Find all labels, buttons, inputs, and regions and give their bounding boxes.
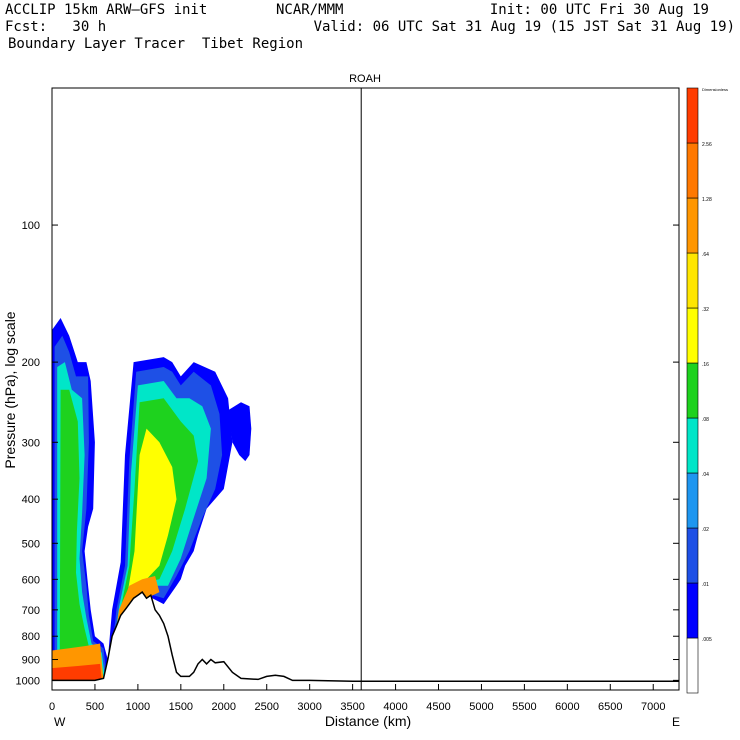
contour-region [228,402,252,462]
y-tick-label: 400 [22,494,40,506]
y-tick-label: 200 [22,357,40,369]
colorbar-swatch [686,252,699,309]
contour-region [52,663,102,681]
x-tick-label: 500 [86,701,104,713]
y-tick-label: 500 [22,538,40,550]
y-tick-label: 1000 [16,675,40,687]
x-tick-label: 6500 [598,701,622,713]
terrain-mask [52,592,679,690]
colorbar-level-label: .01 [702,582,709,588]
y-axis: 100 200 300 400 500 600 700 800 900 1000 [16,220,679,687]
colorbar-level-label: .02 [702,527,709,533]
chart-title: ROAH [349,73,381,85]
x-tick-label: 5500 [512,701,536,713]
x-tick-label: 3500 [340,701,364,713]
colorbar-swatch [686,87,699,144]
y-tick-label: 900 [22,655,40,667]
contour-region [59,389,104,681]
y-tick-label: 800 [22,631,40,643]
colorbar-swatch [686,362,699,419]
colorbar-swatch [686,142,699,199]
x-tick-label: 3000 [297,701,321,713]
y-tick-label: 600 [22,574,40,586]
colorbar: .005 .01 .02 .04 .08 .16 .32 .64 1.28 2.56 Dimensi… [686,87,728,694]
colorbar-level-label: .08 [702,417,709,423]
x-axis: 0 500 1000 1500 2000 2500 3000 3500 4000 4500 5000… [49,684,665,713]
colorbar-level-label: .16 [702,362,709,368]
y-tick-label: 100 [22,220,40,232]
colorbar-level-label: .005 [702,637,712,643]
header-valid-time: Valid: 06 UTC Sat 31 Aug 19 (15 JST Sat … [313,19,735,35]
colorbar-title: Dimensionless [702,87,728,92]
colorbar-level-label: .64 [702,252,709,258]
colorbar-level-label: 1.28 [702,197,712,203]
x-axis-label: Distance (km) [325,713,411,729]
plot-frame [51,87,680,691]
x-tick-label: 4500 [426,701,450,713]
header-model-name: ACCLIP 15km ARW–GFS init [5,2,208,18]
x-tick-label: 4000 [383,701,407,713]
colorbar-level-label: .32 [702,307,709,313]
colorbar-swatch [686,582,699,639]
x-tick-label: 5000 [469,701,493,713]
x-tick-label: 2000 [212,701,236,713]
colorbar-swatch [686,527,699,584]
colorbar-swatch [686,307,699,364]
colorbar-swatch [686,637,699,694]
colorbar-level-label: .04 [702,472,709,478]
terrain-line [52,591,679,683]
x-tick-label: 7000 [641,701,665,713]
x-tick-label: 0 [49,701,55,713]
x-east-label: E [672,715,680,729]
colorbar-level-label: 2.56 [702,142,712,148]
y-axis-label: Pressure (hPa), log scale [2,311,18,468]
x-tick-label: 2500 [254,701,278,713]
header-institution: NCAR/MMM [276,2,344,18]
colorbar-swatch [686,197,699,254]
colorbar-swatch [686,472,699,529]
x-west-label: W [54,715,66,729]
y-tick-label: 300 [22,437,40,449]
tracer-contours [52,318,679,690]
header-init-time: Init: 00 UTC Fri 30 Aug 19 [489,2,709,18]
x-tick-label: 1500 [169,701,193,713]
x-tick-label: 1000 [126,701,150,713]
header-forecast-hour: Fcst: 30 h [5,19,107,35]
colorbar-swatch [686,417,699,474]
header-field-name: Boundary Layer Tracer Tibet Region [8,36,304,52]
y-tick-label: 700 [22,605,40,617]
x-tick-label: 6000 [555,701,579,713]
